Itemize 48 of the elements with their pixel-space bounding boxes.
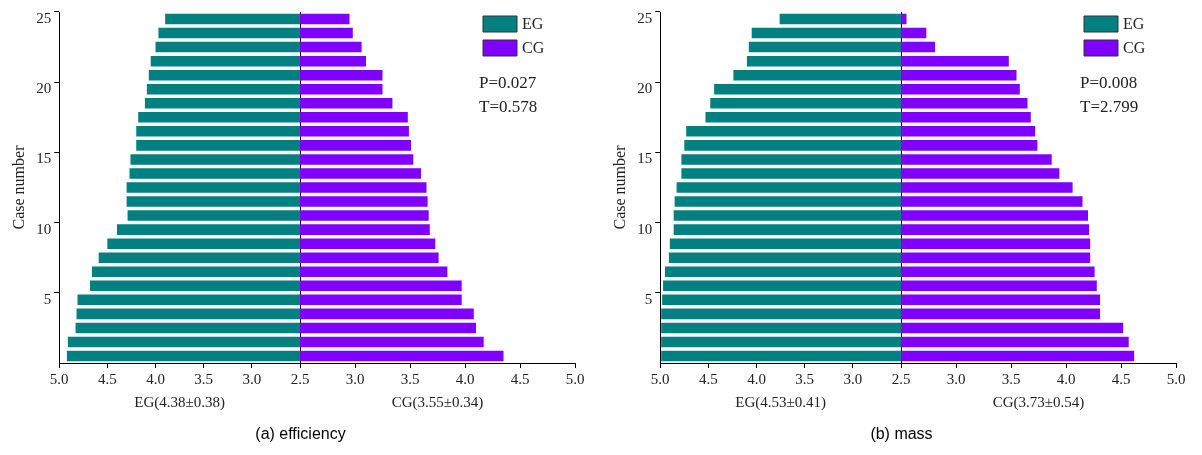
x-tick-label: 5.0	[49, 370, 69, 387]
legend-label: EG	[522, 15, 544, 33]
y-tick-label: 5	[644, 290, 653, 307]
text: (b) mass	[869, 425, 934, 443]
y-tick-label: 15	[637, 150, 653, 167]
x-tick-label: 4.0	[455, 370, 475, 387]
x-tick-label: 4.5	[698, 370, 718, 387]
y-axis-title: Case number	[9, 144, 27, 230]
annotation: T=2.799	[1080, 97, 1139, 117]
legend-label: EG	[1123, 15, 1145, 33]
y-tick-label: 20	[637, 80, 653, 97]
text: (a) efficiency	[254, 425, 347, 443]
annotation: T=0.578	[479, 97, 538, 117]
y-tick-label: 5	[43, 290, 52, 307]
x-tick-label: 2.5	[891, 370, 911, 387]
legend-label: CG	[522, 39, 545, 57]
x-tick-label: 4.0	[146, 370, 165, 387]
x-tick-label: 3.5	[1001, 370, 1021, 387]
x-tick-label: 3.0	[843, 370, 863, 387]
x-tick-label: 3.0	[345, 370, 365, 387]
y-tick-label: 25	[637, 9, 653, 26]
x-tick-label: 3.5	[194, 370, 214, 387]
legend-label: CG	[1123, 39, 1146, 57]
y-tick-label: 20	[36, 80, 52, 97]
x-tick-label: 3.5	[795, 370, 815, 387]
y-tick-label: 10	[36, 220, 52, 237]
x-tick-label: 2.5	[290, 370, 310, 387]
x-tick-label: 4.5	[510, 370, 530, 387]
y-tick-label: 15	[36, 150, 52, 167]
x-tick-label: 5.0	[650, 370, 670, 387]
x-axis-title: CG(3.55±0.34)	[391, 393, 484, 411]
annotation: P=0.008	[1080, 73, 1138, 93]
x-tick-label: 4.0	[1056, 370, 1076, 387]
y-tick-label: 25	[36, 9, 52, 26]
x-axis-title: CG(3.73±0.54)	[992, 393, 1085, 411]
annotation: P=0.027	[479, 73, 537, 93]
x-tick-label: 3.5	[400, 370, 420, 387]
x-tick-label: 4.5	[97, 370, 117, 387]
x-tick-label: 3.0	[242, 370, 262, 387]
x-tick-label: 5.0	[1166, 370, 1186, 387]
y-axis-title: Case number	[610, 144, 628, 230]
x-axis-title: EG(4.38±0.38)	[134, 393, 225, 411]
x-tick-label: 4.5	[1111, 370, 1131, 387]
x-axis-title: EG(4.53±0.41)	[735, 393, 826, 411]
x-tick-label: 3.0	[946, 370, 966, 387]
y-tick-label: 10	[637, 220, 653, 237]
x-tick-label: 4.0	[747, 370, 766, 387]
x-tick-label: 5.0	[565, 370, 585, 387]
